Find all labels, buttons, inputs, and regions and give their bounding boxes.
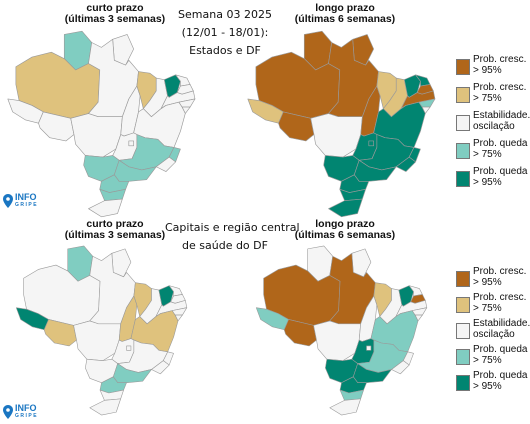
infogripe-logo-bottom: INFO GRIPE	[3, 404, 38, 420]
state-rs	[89, 398, 121, 416]
state-mt	[73, 320, 121, 361]
map-states-long-term	[247, 30, 436, 218]
legend-item: Estabilidade./ oscilação	[456, 318, 530, 340]
legend-swatch	[456, 349, 470, 365]
state-ap	[352, 34, 374, 66]
infogripe-logo-top: INFO GRIPE	[3, 193, 38, 209]
top-center-title: Semana 03 2025 (12/01 - 18/01): Estados …	[178, 8, 272, 57]
state-ap	[351, 248, 372, 278]
state-df	[366, 345, 372, 351]
state-rs	[328, 198, 363, 218]
location-pin-icon	[3, 194, 13, 208]
legend-bottom: Prob. cresc. > 95% Prob. cresc. > 75% Es…	[456, 266, 530, 417]
map-capitals-long-term	[255, 245, 428, 416]
legend-top: Prob. cresc. > 95% Prob. cresc. > 75% Es…	[456, 54, 530, 205]
legend-item: Prob. cresc. > 75%	[456, 292, 526, 314]
state-sc	[339, 189, 366, 201]
map-states-short-term	[7, 30, 196, 218]
state-rs	[88, 198, 123, 218]
state-mt	[313, 320, 361, 361]
top-right-header: longo prazo (últimas 6 semanas)	[294, 2, 396, 25]
state-sc	[99, 189, 126, 201]
bottom-center-title: Capitais e região central de saúde do DF	[165, 221, 300, 252]
state-df	[368, 140, 374, 147]
legend-item: Prob. queda > 95%	[456, 370, 528, 392]
legend-item: Prob. queda > 95%	[456, 166, 528, 188]
state-mt	[70, 113, 123, 158]
state-sc	[99, 389, 124, 401]
legend-swatch	[456, 115, 470, 131]
state-df	[128, 140, 134, 147]
state-rj	[391, 360, 410, 375]
map-capitals-short-term	[15, 245, 188, 416]
legend-item: Prob. cresc. > 75%	[456, 82, 526, 104]
state-ap	[111, 248, 132, 278]
state-rj	[151, 360, 170, 375]
legend-item: Estabilidade./ oscilação	[456, 110, 530, 132]
location-pin-icon	[3, 405, 13, 419]
state-ap	[112, 34, 134, 66]
legend-swatch	[456, 375, 470, 391]
state-sc	[339, 389, 364, 401]
state-mt	[310, 113, 363, 158]
state-rs	[329, 398, 361, 416]
state-rj	[395, 156, 416, 172]
legend-item: Prob. queda > 75%	[456, 138, 528, 160]
bottom-left-header: curto prazo (últimas 3 semanas)	[64, 218, 166, 241]
legend-swatch	[456, 171, 470, 187]
legend-item: Prob. cresc. > 95%	[456, 266, 526, 288]
top-left-header: curto prazo (últimas 3 semanas)	[64, 2, 166, 25]
legend-swatch	[456, 87, 470, 103]
state-rj	[155, 156, 176, 172]
legend-item: Prob. cresc. > 95%	[456, 54, 526, 76]
legend-swatch	[456, 271, 470, 287]
legend-swatch	[456, 297, 470, 313]
legend-swatch	[456, 143, 470, 159]
legend-swatch	[456, 59, 470, 75]
state-df	[126, 345, 132, 351]
legend-item: Prob. queda > 75%	[456, 344, 528, 366]
bottom-right-header: longo prazo (últimas 6 semanas)	[294, 218, 396, 241]
legend-swatch	[456, 323, 470, 339]
